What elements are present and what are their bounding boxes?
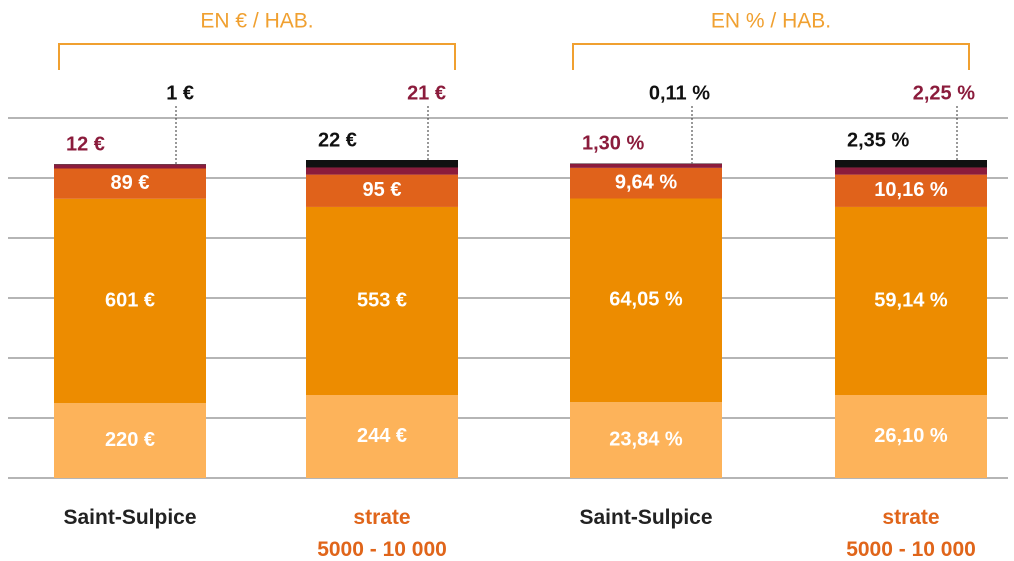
value-label: 2,25 % bbox=[913, 82, 975, 104]
value-label: 244 € bbox=[357, 425, 407, 447]
bar-segment bbox=[570, 167, 722, 199]
bar-segment bbox=[306, 174, 458, 207]
bar-segment bbox=[570, 402, 722, 478]
value-label: 553 € bbox=[357, 289, 407, 311]
value-label: 23,84 % bbox=[609, 428, 683, 450]
bar-segment bbox=[835, 206, 987, 396]
value-label: 0,11 % bbox=[649, 82, 710, 104]
value-label: 59,14 % bbox=[874, 289, 948, 311]
value-label: 89 € bbox=[111, 172, 150, 194]
panel-title: EN % / HAB. bbox=[711, 10, 831, 33]
bar-segment bbox=[835, 174, 987, 207]
value-label: 601 € bbox=[105, 289, 155, 311]
bar-segment bbox=[570, 198, 722, 403]
value-label: 1,30 % bbox=[582, 133, 644, 155]
category-label: strate 5000 - 10 000 bbox=[846, 506, 976, 561]
brackets bbox=[58, 43, 970, 70]
value-label: 26,10 % bbox=[874, 425, 948, 447]
value-label: 22 € bbox=[318, 129, 357, 151]
category-label: strate 5000 - 10 000 bbox=[317, 506, 447, 561]
bar-segment bbox=[54, 403, 206, 478]
value-label: 10,16 % bbox=[874, 179, 948, 201]
value-label: 64,05 % bbox=[609, 289, 683, 311]
bar-segment bbox=[570, 163, 722, 168]
bar-segment bbox=[54, 164, 206, 169]
bar-segment bbox=[835, 395, 987, 478]
value-label: 1 € bbox=[166, 82, 194, 104]
bar-segment bbox=[54, 198, 206, 404]
value-label: 12 € bbox=[66, 133, 105, 155]
bar-segment bbox=[306, 206, 458, 396]
category-label: Saint-Sulpice bbox=[579, 506, 713, 529]
value-label: 95 € bbox=[363, 179, 402, 201]
bar-segment bbox=[835, 167, 987, 175]
bar-segment bbox=[306, 160, 458, 168]
category-label: Saint-Sulpice bbox=[63, 506, 197, 529]
bar-segment bbox=[306, 395, 458, 478]
bar-segment bbox=[54, 168, 206, 199]
value-label: 21 € bbox=[407, 82, 446, 104]
panel-title: EN € / HAB. bbox=[200, 10, 313, 33]
value-label: 9,64 % bbox=[615, 171, 677, 193]
bar-segment bbox=[306, 167, 458, 175]
value-label: 2,35 % bbox=[847, 129, 909, 151]
bar-segment bbox=[835, 160, 987, 168]
value-label: 220 € bbox=[105, 429, 155, 451]
